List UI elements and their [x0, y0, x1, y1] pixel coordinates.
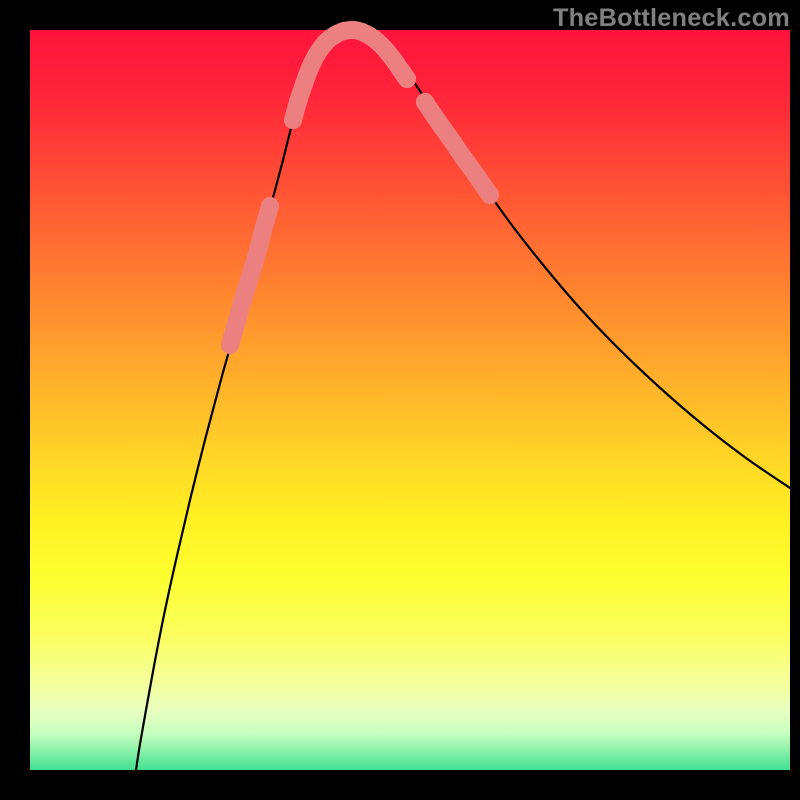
- gradient-background: [30, 30, 790, 770]
- watermark-text: TheBottleneck.com: [553, 4, 790, 33]
- chart-canvas: { "image_size": { "width": 800, "height"…: [0, 0, 800, 800]
- chart-svg: [0, 0, 800, 800]
